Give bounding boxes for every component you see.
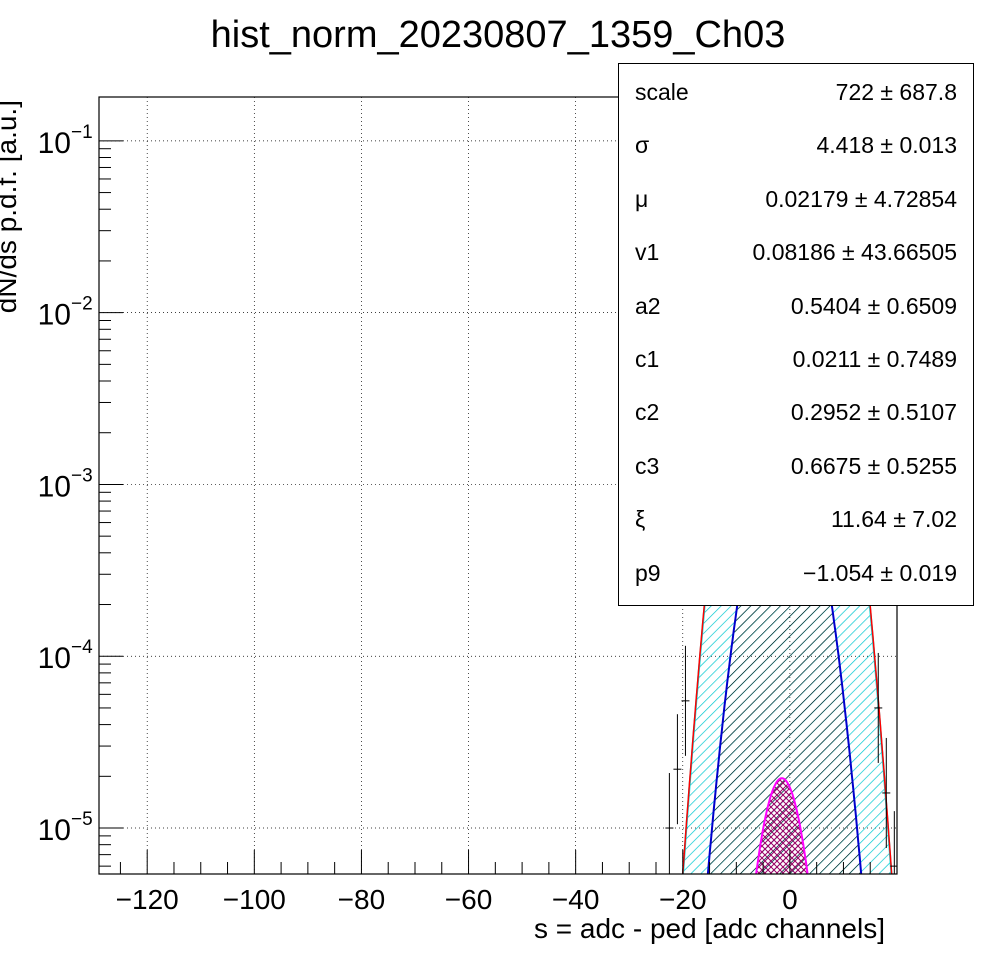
x-tick-label: −60 [445,884,493,915]
series-fill [707,440,862,874]
x-axis-label: s = adc - ped [adc channels] [534,913,885,944]
stat-value: 0.6675 ± 0.5255 [790,452,957,479]
stat-value: 0.2952 ± 0.5107 [790,399,957,426]
stat-value: −1.054 ± 0.019 [803,559,957,586]
y-tick-label: 10 [38,470,71,503]
y-tick-label: 10 [38,299,71,332]
stat-name: μ [635,185,649,212]
x-tick-label: −80 [338,884,386,915]
y-tick-exponent: −3 [71,465,93,486]
series-line [755,777,809,874]
stat-row: μ 0.02179 ± 4.72854 [619,186,973,216]
y-tick-exponent: −5 [71,809,93,830]
x-tick-label: −120 [116,884,179,915]
x-tick-label: −100 [223,884,286,915]
stat-row: σ 4.418 ± 0.013 [619,132,973,162]
stat-row: scale 722 ± 687.8 [619,79,973,109]
stat-value: 4.418 ± 0.013 [816,132,957,159]
y-axis-ticks: 10−110−210−310−410−5 [38,122,123,867]
stat-name: v1 [635,239,660,266]
stat-value: 11.64 ± 7.02 [830,506,957,533]
stat-row: c2 0.2952 ± 0.5107 [619,399,973,429]
stat-name: a2 [635,292,661,319]
x-tick-label: 0 [782,884,798,915]
stat-name: σ [635,132,650,159]
stat-value: 0.08186 ± 43.66505 [752,239,957,266]
stat-row: v1 0.08186 ± 43.66505 [619,239,973,269]
stat-row: a2 0.5404 ± 0.6509 [619,293,973,323]
fit-stats-box: scale 722 ± 687.8 σ 4.418 ± 0.013 μ 0.02179 ±… [618,63,974,606]
y-tick-label: 10 [38,127,71,160]
stat-row: p9 −1.054 ± 0.019 [619,560,973,590]
chart-title: hist_norm_20230807_1359_Ch03 [211,14,786,56]
stat-value: 0.0211 ± 0.7489 [792,346,957,372]
stat-name: c1 [635,346,660,372]
series-fill [756,778,808,874]
y-tick-label: 10 [38,642,71,675]
stat-name: ξ [635,506,646,533]
stat-value: 0.5404 ± 0.6509 [790,292,957,319]
stat-value: 722 ± 687.8 [835,79,957,105]
stat-row: c3 0.6675 ± 0.5255 [619,453,973,483]
x-tick-label: −40 [552,884,600,915]
y-tick-label: 10 [38,814,71,847]
stat-name: c2 [635,399,660,426]
stat-name: p9 [635,559,661,586]
stat-value: 0.02179 ± 4.72854 [765,185,957,212]
x-tick-label: −20 [659,884,707,915]
stat-name: c3 [635,452,660,479]
stat-name: scale [635,79,689,105]
x-axis-ticks: −120 −100 −80 −60 −40 −20 0 [116,850,871,915]
data-points [665,645,897,874]
y-tick-exponent: −2 [71,294,93,315]
y-axis-label: dN/ds p.d.f. [a.u.] [0,100,22,313]
stat-row: ξ 11.64 ± 7.02 [619,506,973,536]
y-tick-exponent: −1 [71,122,93,143]
stat-row: c1 0.0211 ± 0.7489 [619,346,973,376]
y-tick-exponent: −4 [71,637,93,658]
